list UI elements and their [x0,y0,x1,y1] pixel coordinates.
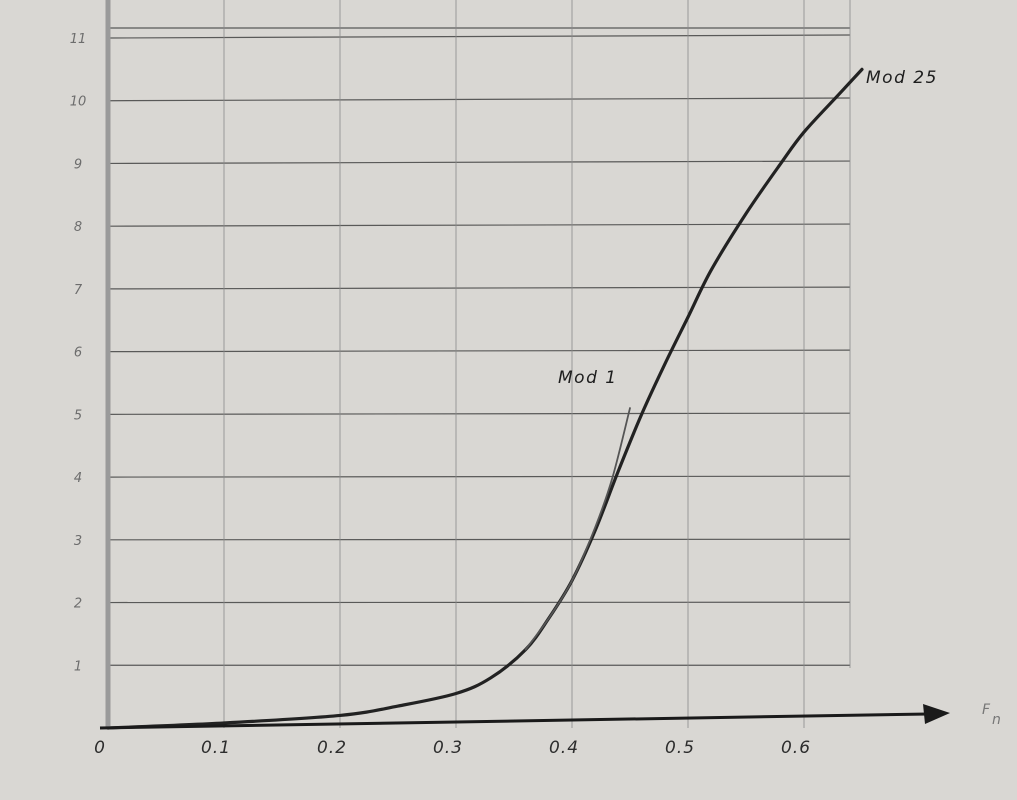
x-tick-label-6: 0.6 [781,738,811,758]
gridline-y-3 [107,538,851,541]
gridline-y-10 [107,97,851,102]
x-tick-label-2: 0.2 [317,738,347,758]
gridline-y-9 [107,160,851,165]
x-axis-label: F [982,702,991,718]
grid [107,0,851,728]
x-tick-label-5: 0.5 [665,738,695,758]
x-axis [99,712,929,730]
x-tick-label-0: 0 [94,738,106,758]
gridline-y-6 [107,349,851,353]
series-layer [106,67,864,730]
y-tick-label-1: 1 [74,659,82,674]
y-tick-label-10: 10 [70,95,87,110]
labels: 1 2 3 4 5 6 7 8 9 10 11 0 0.1 0.2 0.3 0.4 0.5 0.6 Fn Mod 25… [70,32,1001,758]
axes [99,0,950,730]
y-tick-label-9: 9 [74,157,82,172]
y-tick-label-8: 8 [74,220,82,235]
gridline-y-8 [107,223,851,227]
y-tick-label-2: 2 [74,597,82,612]
x-tick-label-4: 0.4 [549,738,579,758]
y-tick-label-6: 6 [74,346,82,361]
y-tick-label-11: 11 [70,32,87,47]
series-line-mod-1 [524,407,631,651]
gridline-y-5 [107,412,851,415]
series-label-mod-25: Mod 25 [866,68,938,88]
gridline-y-4 [107,475,851,478]
y-tick-label-5: 5 [74,408,82,423]
series-label-mod-1: Mod 1 [558,368,618,388]
gridline-y-7 [107,286,851,290]
x-tick-label-3: 0.3 [433,738,463,758]
y-tick-label-7: 7 [74,283,83,298]
x-axis-arrow [923,704,950,724]
gridline-y-11 [107,34,851,39]
y-tick-label-3: 3 [74,534,82,549]
x-axis-label-subscript: n [992,712,1001,728]
series-line-mod-25 [106,67,864,730]
y-tick-label-4: 4 [74,471,82,486]
x-tick-label-1: 0.1 [201,738,231,758]
